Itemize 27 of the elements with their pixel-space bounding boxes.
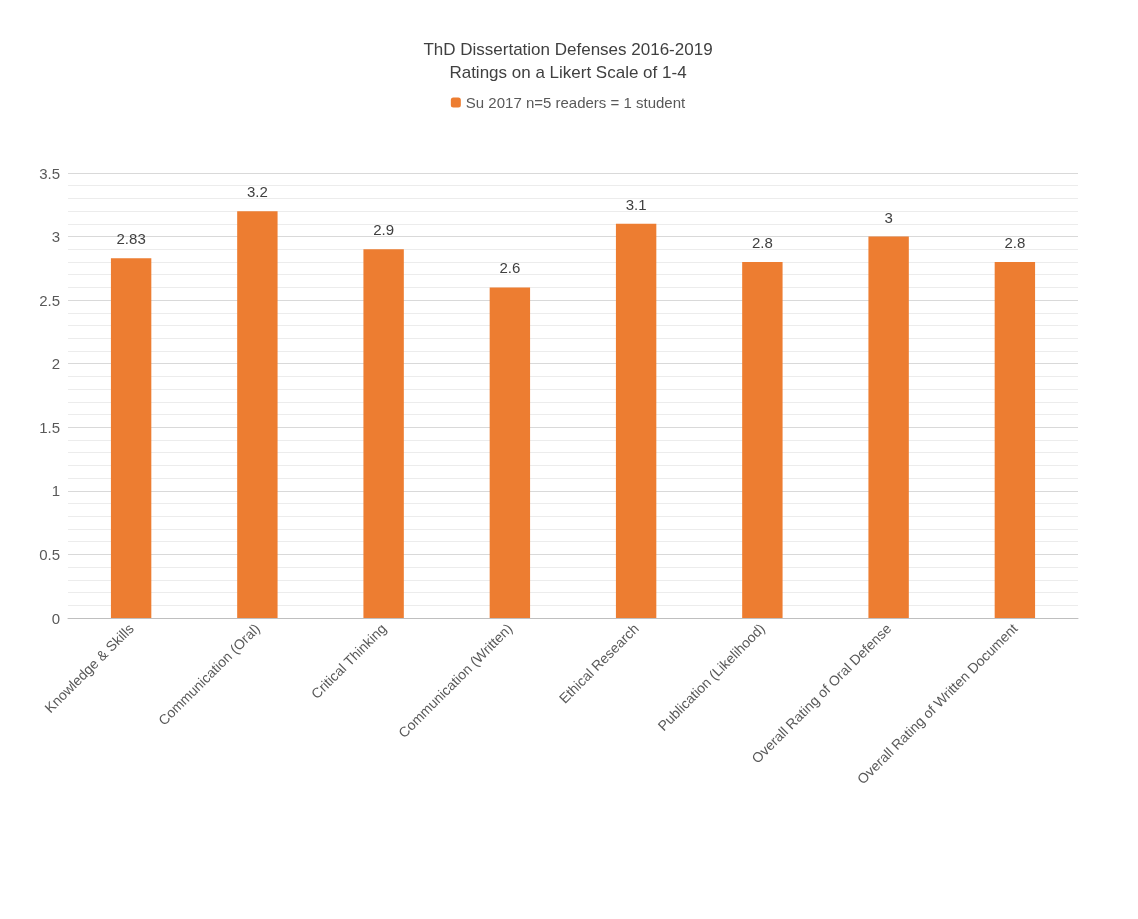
y-tick-label: 0.5 (39, 545, 60, 563)
y-tick-label: 1.5 (39, 418, 60, 436)
legend-label: Su 2017 n=5 readers = 1 student (465, 94, 686, 111)
y-tick-label: 2.5 (39, 291, 60, 309)
data-label: 2.8 (751, 234, 773, 251)
y-tick-label: 3.5 (39, 164, 60, 182)
data-label: 2.8 (1004, 234, 1026, 251)
chart-subtitle: Ratings on a Likert Scale of 1-4 (449, 63, 687, 82)
bar (868, 236, 909, 618)
y-tick-label: 3 (51, 228, 60, 246)
bar (994, 262, 1036, 618)
bar (489, 287, 531, 618)
data-label: 2.83 (116, 230, 146, 248)
y-tick-label: 1 (51, 482, 60, 500)
bar (363, 249, 404, 618)
bar (615, 223, 657, 618)
bar (742, 262, 783, 618)
bar (110, 258, 152, 618)
bar (237, 211, 278, 618)
data-label: 2.6 (499, 259, 521, 277)
data-label: 2.9 (373, 221, 395, 239)
data-label: 3.1 (625, 195, 647, 213)
y-tick-label: 0 (51, 609, 60, 627)
data-label: 3.2 (246, 183, 268, 201)
data-label: 3 (884, 208, 893, 226)
y-tick-label: 2 (51, 355, 60, 373)
chart-title: ThD Dissertation Defenses 2016-2019 (423, 40, 713, 59)
